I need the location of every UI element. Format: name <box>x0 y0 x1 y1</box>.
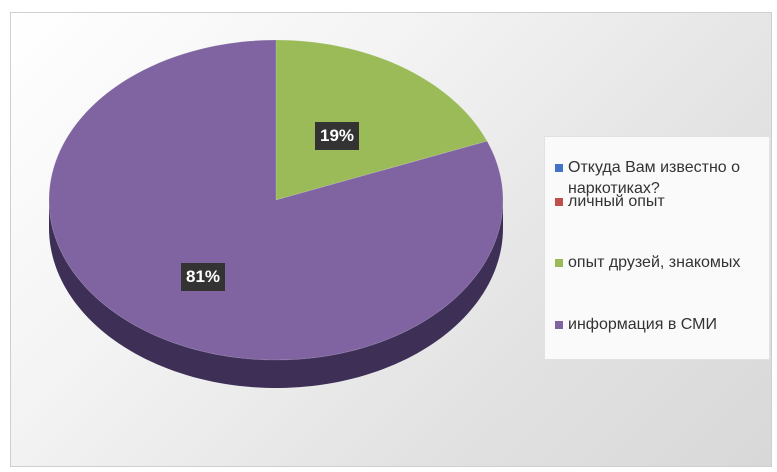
legend-label: личный опыт <box>568 193 665 210</box>
legend-item-personal-experience: личный опыт <box>555 191 761 212</box>
legend-swatch-purple <box>555 321 563 329</box>
data-label-81: 81% <box>181 263 226 291</box>
legend-item-friends-experience: опыт друзей, знакомых <box>555 252 761 273</box>
legend-item-media-info: информация в СМИ <box>555 314 761 335</box>
legend-label: Откуда Вам известно о наркотиках? <box>568 159 741 197</box>
pie-slice-3 <box>48 39 504 361</box>
pie-side-3 <box>49 200 503 388</box>
legend-label: опыт друзей, знакомых <box>568 254 741 271</box>
data-label-19: 19% <box>315 122 360 150</box>
pie-slice-2 <box>275 39 488 201</box>
legend-swatch-red <box>555 198 563 206</box>
legend-swatch-blue <box>555 164 563 172</box>
legend: Откуда Вам известно о наркотиках? личный… <box>544 136 770 360</box>
legend-item-question: Откуда Вам известно о наркотиках? <box>555 157 761 199</box>
legend-swatch-green <box>555 259 563 267</box>
legend-label: информация в СМИ <box>568 316 717 333</box>
